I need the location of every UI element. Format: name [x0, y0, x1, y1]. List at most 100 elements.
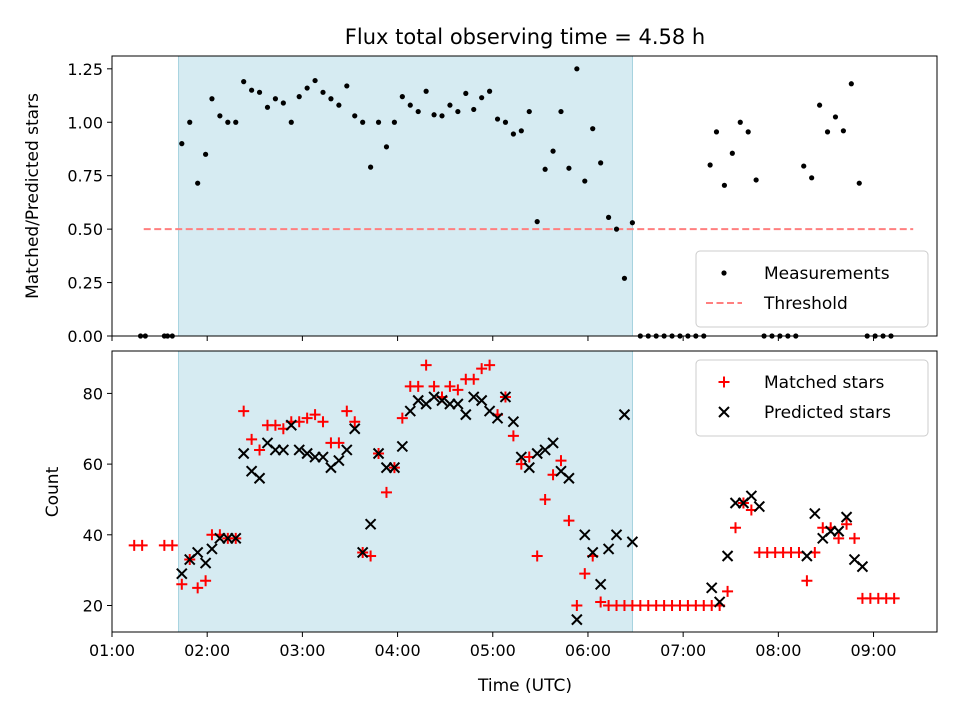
matched-stars-point — [333, 437, 345, 449]
legend-label: Predicted stars — [764, 403, 891, 423]
bottom-y-axis-label: Count — [43, 466, 63, 517]
top-panel: Flux total observing time = 4.58 h Match… — [23, 25, 938, 346]
predicted-stars-point — [706, 582, 718, 594]
legend-label: Matched stars — [764, 373, 884, 393]
measurement-point — [399, 94, 405, 100]
x-tick-label: 02:00 — [184, 641, 230, 660]
matched-stars-point — [833, 532, 845, 544]
predicted-stars-point — [317, 451, 329, 463]
predicted-stars-point — [587, 546, 599, 559]
matched-stars-point — [841, 518, 853, 530]
measurement-point — [423, 88, 429, 94]
matched-stars-point — [396, 412, 408, 424]
predicted-stars-point — [372, 447, 385, 460]
measurement-point — [256, 89, 263, 95]
measurement-point — [542, 166, 548, 172]
matched-stars-point — [476, 363, 488, 375]
measurement-point — [745, 129, 751, 135]
measurement-point — [558, 108, 564, 115]
top-legend-box — [695, 250, 929, 328]
matched-stars-point — [269, 419, 281, 431]
measurement-point — [415, 108, 421, 115]
x-tick-label: 07:00 — [660, 641, 706, 660]
matched-stars-point — [531, 550, 543, 562]
measurement-point — [344, 83, 350, 89]
measurement-point — [582, 178, 588, 184]
measurement-point — [502, 119, 509, 125]
measurement-point — [447, 102, 453, 108]
measurement-point — [605, 214, 612, 220]
measurement-point — [840, 128, 846, 134]
predicted-stars-point — [491, 412, 504, 424]
measurement-point — [707, 162, 713, 168]
measurement-point — [352, 113, 358, 119]
matched-stars-point — [722, 585, 734, 597]
measurement-point — [249, 87, 255, 93]
measurement-point — [272, 96, 279, 102]
matched-stars-point — [317, 416, 329, 428]
predicted-stars-point — [176, 567, 188, 580]
predicted-stars-point — [579, 529, 591, 541]
predicted-stars-point — [499, 391, 512, 403]
measurement-point — [721, 182, 728, 188]
predicted-stars-point — [412, 394, 424, 407]
predicted-stars-point — [745, 490, 758, 502]
predicted-stars-point — [333, 454, 345, 467]
measurement-point — [550, 148, 556, 154]
matched-stars-point — [238, 405, 250, 417]
matched-stars-point — [849, 532, 860, 544]
x-tick-label: 08:00 — [755, 641, 801, 660]
measurement-point — [801, 163, 807, 169]
measurement-point — [328, 96, 334, 102]
predicted-stars-point — [301, 447, 313, 460]
top-y-tick-label: 1.25 — [67, 60, 103, 79]
top-observing-window — [178, 55, 633, 337]
matched-stars-point — [254, 444, 266, 456]
predicted-stars-point — [230, 532, 242, 545]
legend-predicted-marker — [718, 406, 730, 418]
measurement-point — [613, 226, 620, 232]
predicted-stars-point — [840, 511, 853, 523]
measurement-point — [574, 66, 580, 72]
measurement-point — [621, 275, 628, 281]
measurement-point — [320, 89, 326, 95]
predicted-stars-point — [721, 550, 734, 562]
matched-stars-point — [341, 405, 353, 417]
top-y-tick-label: 0.25 — [67, 274, 103, 293]
measurement-point — [848, 81, 854, 87]
predicted-stars-point — [460, 408, 472, 421]
bottom-legend: Matched stars Predicted stars — [695, 359, 929, 437]
legend-label: Threshold — [763, 294, 848, 314]
measurement-point — [264, 104, 271, 110]
bottom-panel: Count Time (UTC) 20 40 60 80 01:00 02:00 03:00… — [43, 350, 938, 696]
predicted-stars-point — [293, 444, 305, 456]
predicted-stars-point — [523, 461, 535, 474]
measurement-point — [824, 129, 831, 135]
predicted-stars-point — [206, 543, 218, 555]
measurement-point — [463, 90, 469, 97]
measurement-point — [375, 119, 382, 125]
x-tick-label: 01:00 — [89, 641, 135, 660]
predicted-stars-point — [452, 398, 464, 410]
predicted-stars-point — [199, 557, 212, 569]
measurement-point — [407, 102, 413, 108]
measurement-point — [729, 150, 735, 156]
measurement-point — [737, 119, 743, 125]
predicted-stars-point — [356, 546, 369, 559]
bottom-y-tick-label: 80 — [83, 384, 103, 403]
matched-stars-point — [246, 433, 258, 445]
top-legend: Measurements Threshold — [695, 250, 929, 328]
predicted-stars-point — [594, 578, 607, 590]
measurement-point — [439, 113, 445, 119]
measurement-point — [590, 126, 596, 132]
top-axes-frame — [111, 55, 938, 337]
measurement-point — [518, 128, 524, 134]
predicted-stars-point — [856, 560, 869, 573]
predicted-stars-point — [753, 500, 766, 513]
predicted-stars-point — [571, 613, 583, 626]
matched-stars-point — [309, 409, 321, 421]
predicted-stars-point — [713, 596, 726, 608]
predicted-stars-point — [285, 419, 297, 431]
x-tick-label: 03:00 — [279, 641, 325, 660]
measurement-point — [241, 79, 247, 85]
